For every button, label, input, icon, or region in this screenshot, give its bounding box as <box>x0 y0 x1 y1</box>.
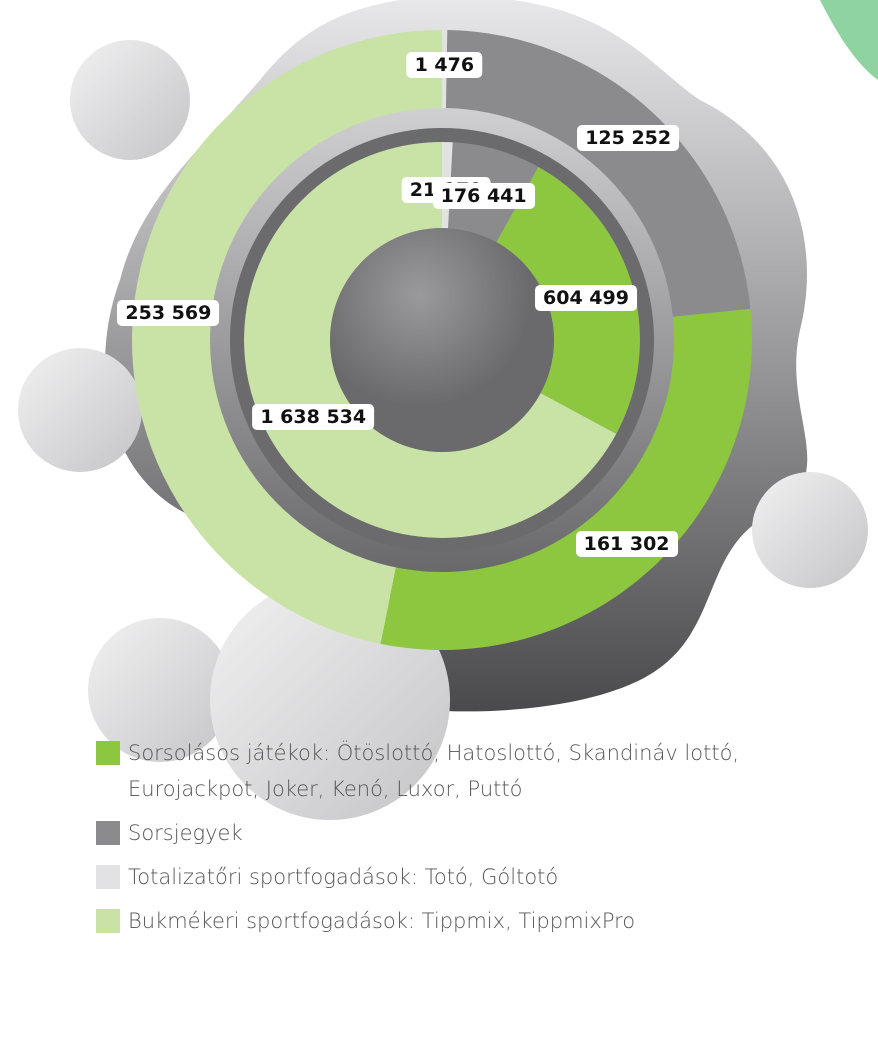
donut-segment <box>445 30 751 317</box>
legend-item: Sorsolásos játékok: Ötöslottó, Hatoslott… <box>96 735 836 807</box>
data-label: 176 441 <box>432 182 535 209</box>
legend-swatch <box>96 865 120 889</box>
legend-label: Totalizatőri sportfogadások: Totó, Gólto… <box>128 865 559 889</box>
legend-swatch <box>96 741 120 765</box>
legend-swatch <box>96 821 120 845</box>
data-label: 1 638 534 <box>252 403 375 430</box>
center <box>330 228 554 452</box>
legend-label: Bukmékeri sportfogadások: Tippmix, Tippm… <box>128 909 636 933</box>
legend: Totalizatőri sportfogadások: Totó, Gólto… <box>96 735 836 939</box>
legend-label: Sorsjegyek <box>128 821 243 845</box>
data-label: 161 302 <box>575 530 678 557</box>
data-label: 604 499 <box>535 284 637 311</box>
legend-item: Bukmékeri sportfogadások: Tippmix, Tippm… <box>96 903 836 939</box>
donut-segment <box>132 30 442 644</box>
legend-swatch <box>96 909 120 933</box>
donut-segment <box>244 142 617 538</box>
data-label: 253 569 <box>117 299 220 326</box>
data-label: 1 476 <box>406 52 483 78</box>
donut-segment <box>380 308 753 650</box>
legend-item: Sorsjegyek <box>96 815 836 851</box>
legend-item: Totalizatőri sportfogadások: Totó, Gólto… <box>96 859 836 895</box>
ring-separator <box>230 128 654 552</box>
legend-label: Sorsolásos játékok: Ötöslottó, Hatoslott… <box>128 741 740 801</box>
data-label: 125 252 <box>577 124 680 151</box>
